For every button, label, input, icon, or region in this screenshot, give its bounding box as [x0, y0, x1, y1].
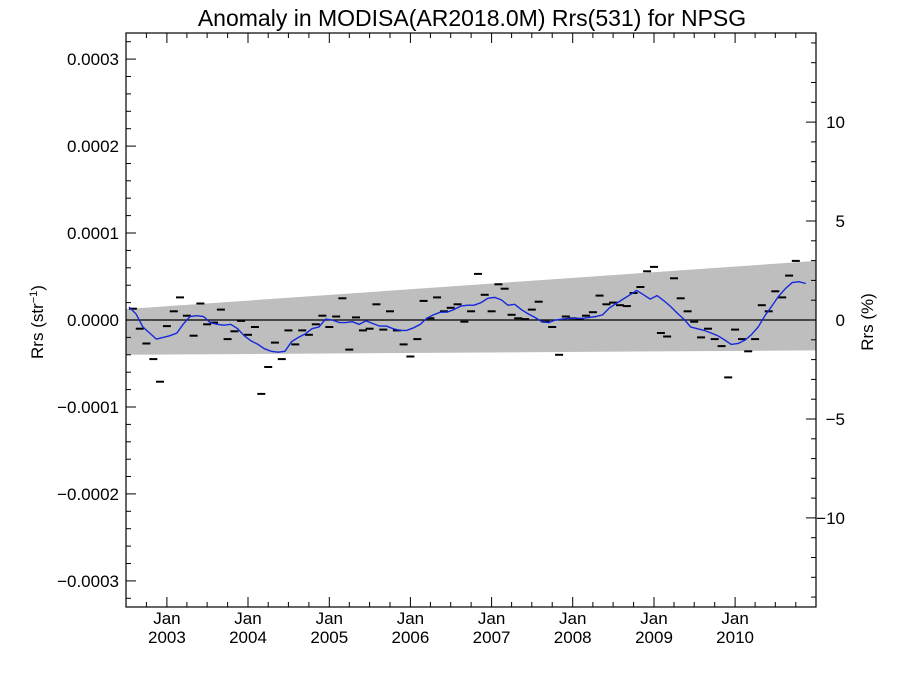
x-tick-label-month: Jan [559, 609, 586, 628]
y-tick-label-right: 5 [836, 212, 845, 231]
x-tick-label-year: 2003 [148, 628, 186, 647]
x-tick-label-month: Jan [234, 609, 261, 628]
y-axis-label-right: Rrs (%) [858, 293, 877, 351]
y-tick-label-left: 0.0002 [67, 137, 119, 156]
y-axis-label-left: Rrs (str−1) [28, 285, 47, 359]
y-tick-label-left: 0.0003 [67, 50, 119, 69]
x-tick-label-year: 2007 [473, 628, 511, 647]
x-tick-label-year: 2008 [554, 628, 592, 647]
x-tick-label-year: 2004 [229, 628, 267, 647]
y-tick-label-left: −0.0003 [57, 572, 119, 591]
plot-area: 0.0003 0.0002 0.0001 0.0000 −0.0001 −0.0002 −0… [57, 32, 845, 647]
y-tick-label-right: 0 [836, 311, 845, 330]
y-tick-label-left: −0.0001 [57, 398, 119, 417]
y-tick-label-left: 0.0001 [67, 224, 119, 243]
x-tick-label-month: Jan [153, 609, 180, 628]
y-tick-label-left: 0.0000 [67, 311, 119, 330]
x-tick-label-month: Jan [721, 609, 748, 628]
chart-title: Anomaly in MODISA(AR2018.0M) Rrs(531) fo… [198, 5, 746, 31]
smoothed-anomaly-line [128, 280, 806, 353]
x-tick-label-year: 2010 [716, 628, 754, 647]
x-tick-label-year: 2009 [635, 628, 673, 647]
x-tick-label-year: 2005 [310, 628, 348, 647]
x-tick-label-month: Jan [640, 609, 667, 628]
y-tick-label-left: −0.0002 [57, 485, 119, 504]
y-tick-label-right: −5 [826, 410, 845, 429]
y-tick-label-right: 10 [826, 113, 845, 132]
uncertainty-band [126, 260, 816, 355]
x-tick-label-month: Jan [478, 609, 505, 628]
y-tick-label-right: −10 [816, 509, 845, 528]
x-tick-label-month: Jan [397, 609, 424, 628]
x-tick-label-year: 2006 [391, 628, 429, 647]
x-tick-label-month: Jan [316, 609, 343, 628]
